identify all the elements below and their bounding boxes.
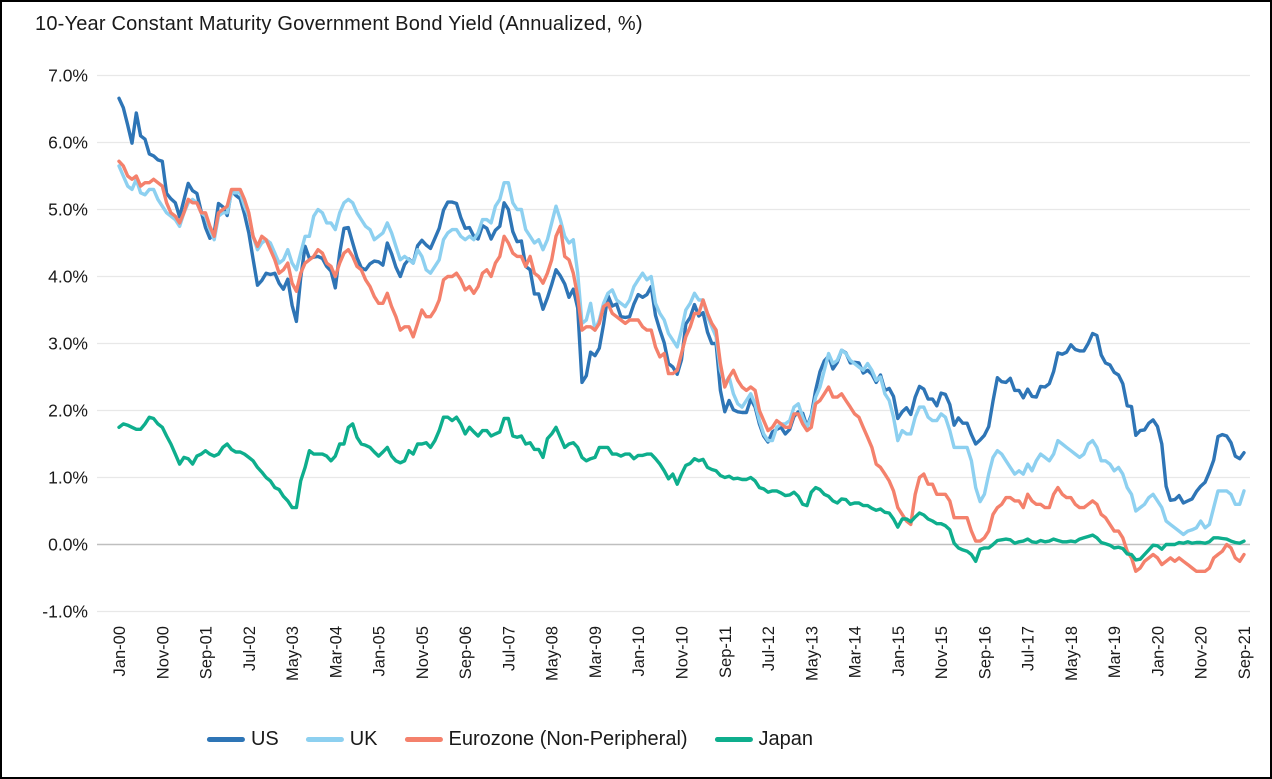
x-tick-label: Nov-05 xyxy=(414,626,432,679)
series-line-us xyxy=(117,96,1246,505)
series-line-japan xyxy=(117,415,1246,563)
legend-label-japan: Japan xyxy=(758,728,814,750)
legend-label-eurozone: Eurozone (Non-Peripheral) xyxy=(448,728,688,750)
x-tick-label: Jan-20 xyxy=(1149,626,1167,676)
x-tick-label: Sep-21 xyxy=(1236,626,1254,679)
x-tick-label: Nov-15 xyxy=(933,626,951,679)
x-tick-label: May-03 xyxy=(284,626,302,681)
y-tick-label: 0.0% xyxy=(48,535,88,555)
y-tick-label: 7.0% xyxy=(48,66,88,86)
x-tick-label: Jan-05 xyxy=(371,626,389,676)
x-tick-label: Nov-00 xyxy=(154,626,172,679)
x-tick-label: May-08 xyxy=(544,626,562,681)
x-tick-label: Nov-20 xyxy=(1193,626,1211,679)
legend-item-uk[interactable]: UK xyxy=(305,728,378,751)
x-tick-label: Nov-10 xyxy=(674,626,692,679)
uk-line-swatch-icon xyxy=(305,737,344,742)
legend-item-eurozone[interactable]: Eurozone (Non-Peripheral) xyxy=(404,728,688,751)
legend-item-us[interactable]: US xyxy=(206,728,279,751)
y-tick-label: 6.0% xyxy=(48,133,88,153)
x-tick-label: Sep-11 xyxy=(717,626,735,678)
y-tick-label: 1.0% xyxy=(48,468,88,488)
x-tick-label: Jul-17 xyxy=(1020,626,1038,671)
x-tick-label: Jan-00 xyxy=(111,626,129,676)
y-tick-label: 5.0% xyxy=(48,200,88,220)
x-tick-label: Mar-19 xyxy=(1106,626,1124,678)
legend-label-us: US xyxy=(250,728,279,750)
x-tick-label: Jan-15 xyxy=(890,626,908,676)
x-tick-label: Jul-02 xyxy=(241,626,259,671)
x-tick-label: Jul-07 xyxy=(500,626,518,671)
series-line-eurozone-non-peripheral xyxy=(117,159,1246,573)
x-tick-label: Mar-14 xyxy=(847,626,865,678)
y-tick-label: -1.0% xyxy=(42,602,88,622)
legend-item-japan[interactable]: Japan xyxy=(714,728,814,751)
legend-label-uk: UK xyxy=(349,728,378,750)
y-tick-label: 3.0% xyxy=(48,334,88,354)
japan-line-swatch-icon xyxy=(714,737,753,742)
x-tick-label: Mar-04 xyxy=(327,626,345,678)
x-tick-label: Sep-16 xyxy=(976,626,994,679)
x-tick-label: Sep-06 xyxy=(457,626,475,679)
y-tick-label: 4.0% xyxy=(48,267,88,287)
us-line-swatch-icon xyxy=(206,737,245,742)
y-tick-label: 2.0% xyxy=(48,401,88,421)
chart-title: 10-Year Constant Maturity Government Bon… xyxy=(35,13,643,35)
x-tick-label: May-13 xyxy=(803,626,821,681)
x-tick-label: Jul-12 xyxy=(760,626,778,671)
x-tick-label: May-18 xyxy=(1063,626,1081,681)
x-tick-label: Mar-09 xyxy=(587,626,605,678)
series-line-uk xyxy=(117,164,1246,537)
eurozone-line-swatch-icon xyxy=(404,737,443,742)
x-tick-label: Jan-10 xyxy=(630,626,648,676)
x-tick-label: Sep-01 xyxy=(198,626,216,679)
legend: US UK Eurozone (Non-Peripheral) Japan xyxy=(206,728,814,751)
